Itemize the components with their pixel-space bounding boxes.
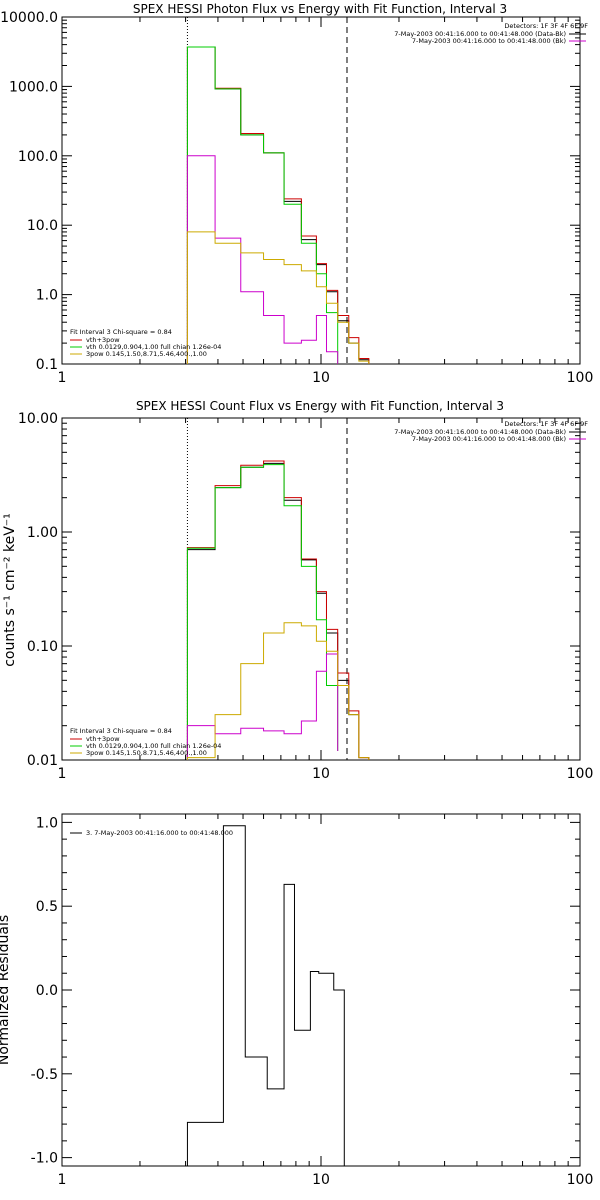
- x-tick-label: 100: [567, 766, 594, 782]
- series-1-step-line: [186, 46, 370, 364]
- plot-frame: [61, 417, 581, 761]
- series-4-step-line: [186, 622, 370, 760]
- residuals-legend-label: 3. 7-May-2003 00:41:16.000 to 00:41:48.0…: [86, 829, 233, 837]
- count-flux-legend-data-bk: 7-May-2003 00:41:16.000 to 00:41:48.000 …: [394, 428, 566, 436]
- series-4-step-line: [186, 231, 370, 364]
- count-flux-plot: [61, 417, 581, 761]
- count-flux-legend-total: vth+3pow: [86, 735, 120, 743]
- residuals-panel: Normalized Residuals -1.0 -0.5 0.0 0.5 1.0 1…: [0, 813, 594, 1188]
- series-0-step-line: [186, 825, 345, 1166]
- count-flux-y-ticks: 0.01 0.10 1.00 10.00: [18, 411, 58, 769]
- count-flux-legend-bk: 7-May-2003 00:41:16.000 to 00:41:48.000 …: [412, 435, 566, 443]
- plot-frame: [61, 813, 581, 1167]
- y-tick-label: -1.0: [31, 1151, 58, 1167]
- count-flux-legend-vth: vth 0.0129,0.904,1.00 full chian 1.26e-0…: [86, 742, 221, 750]
- photon-flux-legend-bottom: Fit Interval 3 Chi-square = 0.84 vth+3po…: [70, 328, 221, 358]
- x-tick-label: 100: [567, 1172, 594, 1188]
- x-tick-label: 10: [312, 1172, 330, 1188]
- y-tick-label: 1.0: [36, 288, 58, 304]
- photon-flux-title: SPEX HESSI Photon Flux vs Energy with Fi…: [133, 2, 507, 16]
- photon-flux-legend-bk: 7-May-2003 00:41:16.000 to 00:41:48.000 …: [412, 37, 566, 45]
- residuals-legend: 3. 7-May-2003 00:41:16.000 to 00:41:48.0…: [70, 829, 233, 837]
- residuals-x-ticks: 1 10 100: [58, 1172, 594, 1188]
- count-flux-fit-header: Fit Interval 3 Chi-square = 0.84: [70, 727, 172, 735]
- y-tick-label: 0.01: [27, 753, 58, 769]
- y-tick-label: 10.0: [27, 218, 58, 234]
- count-flux-legend-3pow: 3pow 0.145,1.50,8.71,5.46,400.,1.00: [86, 749, 207, 757]
- photon-flux-legend-vth: vth 0.0129,0.904,1.00 full chian 1.26e-0…: [86, 343, 221, 351]
- residuals-y-ticks: -1.0 -0.5 0.0 0.5 1.0: [31, 815, 58, 1166]
- photon-flux-legend-3pow: 3pow 0.145,1.50,8.71,5.46,400.,1.00: [86, 350, 207, 358]
- photon-flux-detectors-label: Detectors: 1F 3F 4F 6F 9F: [504, 22, 588, 30]
- x-tick-label: 10: [312, 370, 330, 386]
- x-tick-label: 1: [58, 766, 67, 782]
- y-tick-label: -0.5: [31, 1067, 58, 1083]
- x-tick-label: 1: [58, 1172, 67, 1188]
- count-flux-title: SPEX HESSI Count Flux vs Energy with Fit…: [136, 399, 504, 413]
- count-flux-y-axis-label: counts s⁻¹ cm⁻² keV⁻¹: [2, 513, 18, 667]
- y-tick-label: 0.1: [36, 357, 58, 373]
- count-flux-detectors-label: Detectors: 1F 3F 4F 6F 9F: [504, 420, 588, 428]
- series-2-step-line: [186, 464, 339, 760]
- photon-flux-plot: [61, 16, 581, 365]
- residuals-plot: [61, 813, 581, 1167]
- y-tick-label: 1.00: [27, 525, 58, 541]
- y-tick-label: 1000.0: [9, 79, 58, 95]
- y-tick-label: 10000.0: [0, 10, 58, 26]
- residuals-y-axis-label: Normalized Residuals: [0, 915, 12, 1065]
- photon-flux-fit-header: Fit Interval 3 Chi-square = 0.84: [70, 328, 172, 336]
- count-flux-legend-top: Detectors: 1F 3F 4F 6F 9F 7-May-2003 00:…: [394, 420, 588, 443]
- y-tick-label: 0.5: [36, 899, 58, 915]
- photon-flux-y-ticks: 0.1 1.0 10.0 100.0 1000.0 10000.0: [0, 10, 58, 373]
- series-3-step-line: [186, 155, 339, 364]
- y-tick-label: 0.10: [27, 639, 58, 655]
- photon-flux-legend-total: vth+3pow: [86, 336, 120, 344]
- photon-flux-x-ticks: 1 10 100: [58, 370, 594, 386]
- y-tick-label: 0.0: [36, 983, 58, 999]
- series-1-step-line: [186, 460, 370, 760]
- x-tick-label: 1: [58, 370, 67, 386]
- photon-flux-panel: SPEX HESSI Photon Flux vs Energy with Fi…: [0, 2, 593, 386]
- photon-flux-legend-top: Detectors: 1F 3F 4F 6F 9F 7-May-2003 00:…: [394, 22, 588, 45]
- series-2-step-line: [186, 46, 339, 364]
- count-flux-legend-bottom: Fit Interval 3 Chi-square = 0.84 vth+3po…: [70, 727, 221, 757]
- y-tick-label: 1.0: [36, 815, 58, 831]
- x-tick-label: 100: [567, 370, 594, 386]
- plot-frame: [61, 16, 581, 365]
- x-tick-label: 10: [312, 766, 330, 782]
- count-flux-panel: SPEX HESSI Count Flux vs Energy with Fit…: [2, 399, 593, 782]
- y-tick-label: 100.0: [18, 149, 58, 165]
- count-flux-x-ticks: 1 10 100: [58, 766, 594, 782]
- photon-flux-legend-data-bk: 7-May-2003 00:41:16.000 to 00:41:48.000 …: [394, 30, 566, 38]
- y-tick-label: 10.00: [18, 411, 58, 427]
